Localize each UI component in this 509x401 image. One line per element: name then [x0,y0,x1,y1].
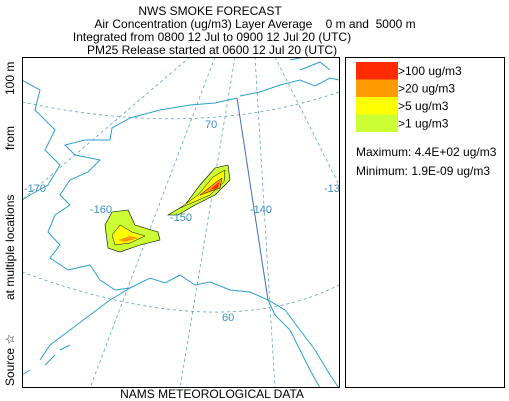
minimum: Minimum: 1.9E-09 ug/m3 [356,164,490,178]
coastline [239,57,340,97]
map-label: 70 [205,119,217,131]
title: NWS SMOKE FORECAST [138,4,282,18]
smoke-plume [118,236,138,242]
graticule [89,57,216,388]
graticule [22,91,340,120]
legend-swatch [356,97,398,115]
smoke-plume [210,182,219,190]
graticule [22,57,191,201]
legend: >100 ug/m3 >20 ug/m3 >5 ug/m3 >1 ug/m3 [356,62,462,132]
map-label: -150 [170,212,192,224]
legend-swatch [356,62,398,80]
side-text: from [3,126,17,150]
legend-swatch [356,114,398,132]
map-label: -130 [324,183,346,195]
legend-label: >5 ug/m3 [398,99,449,113]
legend-label: >20 ug/m3 [398,82,455,96]
coastline [22,79,61,201]
legend-frame [345,57,505,388]
subtitle: PM25 Release started at 0600 12 Jul 20 (… [87,43,337,57]
graticule [274,57,340,186]
subtitle: Air Concentration (ug/m3) Layer Average … [94,17,415,31]
map-frame [22,57,340,388]
map: 70 -170 -160 -150 -140 -130 60 [22,57,346,388]
map-label: -170 [24,183,46,195]
footer: NAMS METEOROLOGICAL DATA [120,387,304,401]
subtitle: Integrated from 0800 12 Jul to 0900 12 J… [73,30,351,44]
side-text: at multiple locations [3,195,17,300]
border [236,97,269,301]
legend-swatch [356,79,398,97]
map-label: -140 [250,204,272,216]
smoke-plume [199,177,223,196]
legend-label: >100 ug/m3 [398,64,462,78]
map-label: 60 [222,312,234,324]
graticule [254,57,276,388]
side-text: Source ☆ [3,334,17,386]
maximum: Maximum: 4.4E+02 ug/m3 [356,145,497,159]
smoke-plume [179,169,226,209]
graticule [179,57,236,388]
coastline [39,97,238,361]
legend-label: >1 ug/m3 [398,117,449,131]
coastline [129,274,340,388]
smoke-plume [104,209,161,253]
map-label: -160 [90,204,112,216]
graticule [22,271,340,313]
coastline [22,344,71,376]
side-label: Source ☆ at multiple locations from 100 … [3,62,17,386]
side-text: 100 m [3,62,17,95]
coastline [267,299,321,388]
